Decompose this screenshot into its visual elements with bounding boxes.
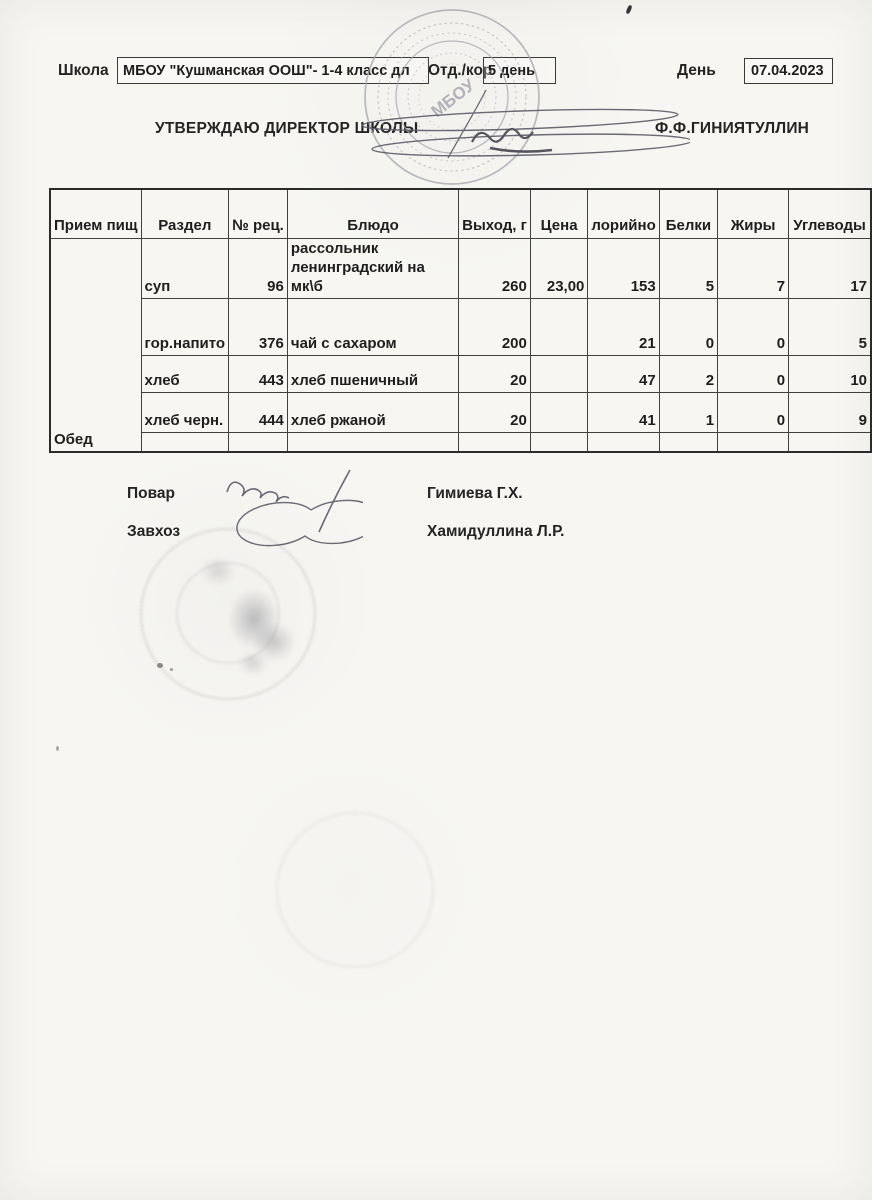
cook-name: Гимиева Г.Х. (427, 485, 523, 502)
menu-row: Обед суп 96 рассольник ленинградский на … (49, 237, 872, 453)
col-header-recipe: № рец. (228, 188, 288, 239)
scan-speck (157, 663, 163, 668)
scan-speck (56, 746, 59, 751)
day-number-box: 5 день (483, 57, 556, 84)
fat-cell: 0 (717, 354, 790, 393)
table-header-row: Прием пищ Раздел № рец. Блюдо Выход, г Ц… (49, 188, 872, 239)
ink-smudge (252, 622, 296, 662)
price-cell: 23,00 (529, 237, 589, 299)
round-stamp: МБОУ (364, 9, 540, 185)
col-header-output: Выход, г (458, 188, 531, 239)
menu-row: гор.напито 376 чай с сахаром 200 21 0 0 … (50, 297, 872, 356)
faint-stamp-inner-circle (176, 562, 280, 664)
calories-cell: 41 (587, 391, 660, 433)
recipe-cell: 443 (228, 354, 288, 393)
department-label: Отд./кор (428, 62, 493, 79)
section-cell: хлеб (140, 354, 230, 393)
menu-row: хлеб 443 хлеб пшеничный 20 47 2 0 10 (50, 354, 872, 393)
carbs-cell: 17 (788, 237, 872, 299)
dish-cell: рассольник ленинградский на мк\б (286, 237, 460, 299)
output-cell: 20 (458, 354, 531, 393)
price-cell (529, 391, 589, 433)
cook-label: Повар (127, 485, 176, 502)
recipe-cell: 376 (228, 297, 288, 356)
school-name-value: МБОУ "Кушманская ООШ"- 1-4 класс дл (123, 62, 410, 79)
recipe-cell: 444 (228, 391, 288, 433)
date-value: 07.04.2023 (751, 63, 824, 79)
calories-cell: 153 (587, 237, 660, 299)
carbs-cell: 9 (788, 391, 872, 433)
carbs-cell: 5 (788, 297, 872, 356)
approval-line: УТВЕРЖДАЮ ДИРЕКТОР ШКОЛЫ (155, 120, 419, 137)
school-label: Школа (58, 62, 109, 79)
col-header-meal: Прием пищ (49, 188, 142, 239)
director-name: Ф.Ф.ГИНИЯТУЛЛИН (655, 120, 810, 137)
scan-speck (625, 4, 633, 15)
cook-signature (226, 469, 363, 547)
menu-row: хлеб черн. 444 хлеб ржаной 20 41 1 0 9 (50, 391, 872, 433)
fat-cell: 0 (717, 297, 790, 356)
protein-cell: 0 (658, 297, 719, 356)
carbs-cell: 10 (788, 354, 872, 393)
col-header-section: Раздел (140, 188, 230, 239)
date-box: 07.04.2023 (744, 58, 833, 84)
faint-stamp-circle-lower (276, 812, 434, 968)
ink-smudge (238, 650, 268, 676)
ink-smudge (200, 556, 236, 586)
calories-cell: 47 (587, 354, 660, 393)
section-cell: хлеб черн. (140, 391, 230, 433)
fat-cell: 0 (717, 391, 790, 433)
section-cell: гор.напито (140, 297, 230, 356)
day-number-value: 5 день (488, 62, 536, 79)
ink-smudge (228, 588, 280, 650)
recipe-cell: 96 (228, 237, 288, 299)
dish-cell: хлеб пшеничный (286, 354, 460, 393)
dish-cell: хлеб ржаной (286, 391, 460, 433)
output-cell: 20 (458, 391, 531, 433)
col-header-calories: лорийно (587, 188, 660, 239)
output-cell: 200 (458, 297, 531, 356)
day-label: День (677, 62, 716, 79)
steward-name: Хамидуллина Л.Р. (427, 523, 565, 540)
dish-cell: чай с сахаром (286, 297, 460, 356)
col-header-dish: Блюдо (286, 188, 460, 239)
menu-table: Прием пищ Раздел № рец. Блюдо Выход, г Ц… (49, 188, 872, 453)
scan-speck (170, 668, 173, 671)
calories-cell: 21 (587, 297, 660, 356)
school-name-box: МБОУ "Кушманская ООШ"- 1-4 класс дл (117, 57, 429, 84)
director-signature (361, 89, 690, 159)
protein-cell: 1 (658, 391, 719, 433)
col-header-carbs: Углеводы (788, 188, 872, 239)
col-header-fat: Жиры (717, 188, 790, 239)
protein-cell: 2 (658, 354, 719, 393)
price-cell (529, 354, 589, 393)
empty-row (50, 431, 872, 453)
section-cell: суп (140, 237, 230, 299)
protein-cell: 5 (658, 237, 719, 299)
col-header-protein: Белки (658, 188, 719, 239)
meal-cell: Обед (49, 237, 142, 453)
col-header-price: Цена (529, 188, 589, 239)
fat-cell: 7 (717, 237, 790, 299)
steward-label: Завхоз (127, 523, 181, 540)
output-cell: 260 (458, 237, 531, 299)
price-cell (529, 297, 589, 356)
